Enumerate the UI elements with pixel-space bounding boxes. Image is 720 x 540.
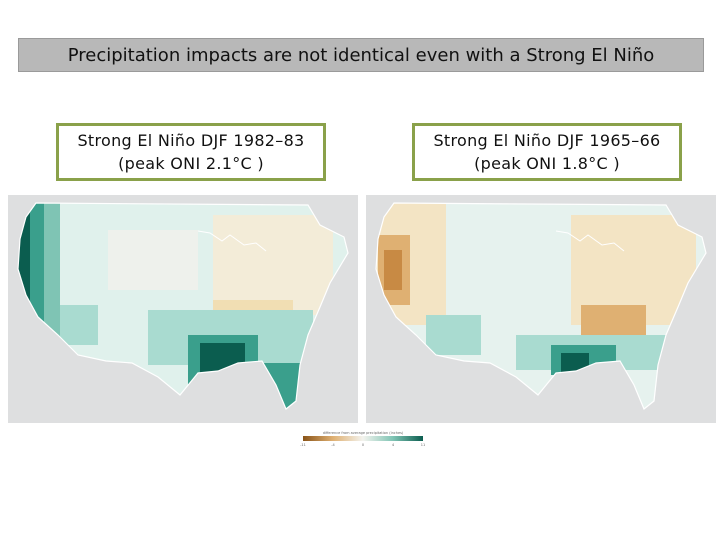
legend-title: difference from average precipitation (i… [323, 431, 404, 435]
left-map-label-line2: (peak ONI 2.1°C ) [118, 154, 264, 173]
legend-color-bar [303, 436, 423, 441]
great-lakes-outline [555, 230, 625, 252]
right-map-label-line1: Strong El Niño DJF 1965–66 [433, 131, 661, 150]
legend-tick: -4 [331, 443, 335, 447]
slide-title-box: Precipitation impacts are not identical … [18, 38, 704, 72]
great-lakes-outline [197, 230, 267, 252]
legend-tick: 4 [392, 443, 395, 447]
us-outline [375, 202, 707, 410]
us-outline [17, 202, 349, 410]
legend-tick: 0 [362, 443, 364, 447]
right-map-label: Strong El Niño DJF 1965–66 (peak ONI 1.8… [412, 123, 682, 181]
legend-tick: 11 [421, 443, 425, 447]
precip-legend: difference from average precipitation (i… [300, 431, 425, 447]
left-map-label-line1: Strong El Niño DJF 1982–83 [77, 131, 305, 150]
precip-map-1982-83 [8, 195, 358, 423]
slide-title: Precipitation impacts are not identical … [67, 44, 655, 66]
legend-tick: -11 [300, 443, 306, 447]
left-map-label: Strong El Niño DJF 1982–83 (peak ONI 2.1… [56, 123, 326, 181]
precip-map-1965-66 [366, 195, 716, 423]
right-map-label-line2: (peak ONI 1.8°C ) [474, 154, 620, 173]
